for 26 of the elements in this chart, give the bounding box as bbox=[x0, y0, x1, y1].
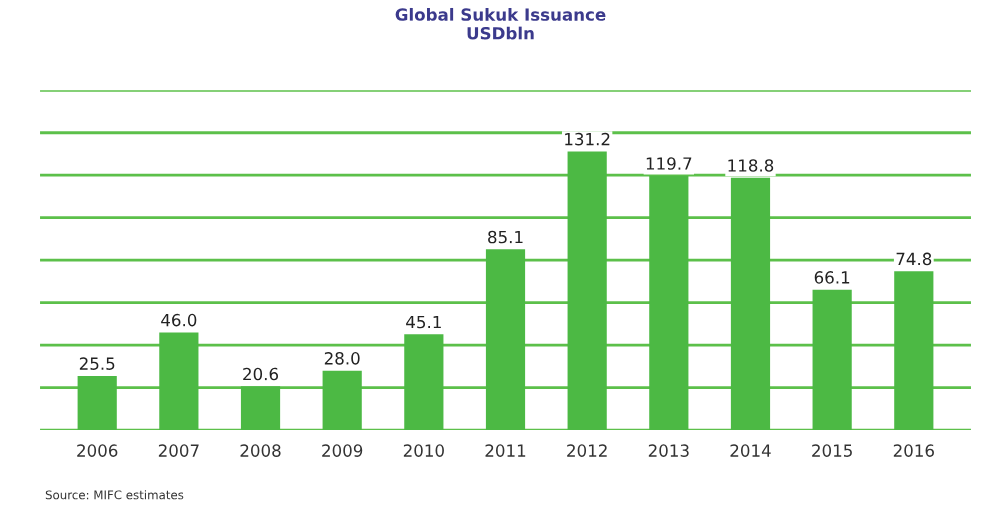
x-tick-label: 2010 bbox=[403, 444, 444, 457]
x-tick-label: 2007 bbox=[158, 444, 199, 457]
data-label: 119.7 bbox=[646, 157, 692, 170]
data-label: 28.0 bbox=[324, 352, 360, 365]
x-tick-label: 2013 bbox=[648, 444, 689, 457]
bar bbox=[894, 271, 934, 431]
x-tick-label: 2006 bbox=[77, 444, 118, 457]
x-tick-label: 2014 bbox=[730, 444, 771, 457]
chart-title: Global Sukuk Issuance USDbln bbox=[395, 7, 606, 40]
x-tick-label: 2008 bbox=[240, 444, 281, 457]
data-label: 131.2 bbox=[565, 132, 610, 146]
bar bbox=[567, 151, 607, 431]
data-label: 74.8 bbox=[896, 252, 932, 266]
data-label: 20.6 bbox=[243, 367, 279, 381]
x-tick-label: 2012 bbox=[567, 444, 607, 457]
data-label: 118.8 bbox=[728, 159, 774, 172]
x-tick-label: 2015 bbox=[812, 444, 852, 457]
data-label: 66.1 bbox=[814, 271, 850, 284]
source-note: Source: MIFC estimates bbox=[45, 490, 184, 500]
data-label: 46.0 bbox=[161, 313, 197, 327]
x-tick-label: 2016 bbox=[893, 444, 934, 457]
x-tick-label: 2009 bbox=[322, 444, 363, 457]
data-label: 45.1 bbox=[406, 315, 441, 329]
data-label: 25.5 bbox=[79, 357, 115, 370]
data-label: 85.1 bbox=[488, 230, 523, 244]
x-tick-label: 2011 bbox=[485, 444, 526, 457]
